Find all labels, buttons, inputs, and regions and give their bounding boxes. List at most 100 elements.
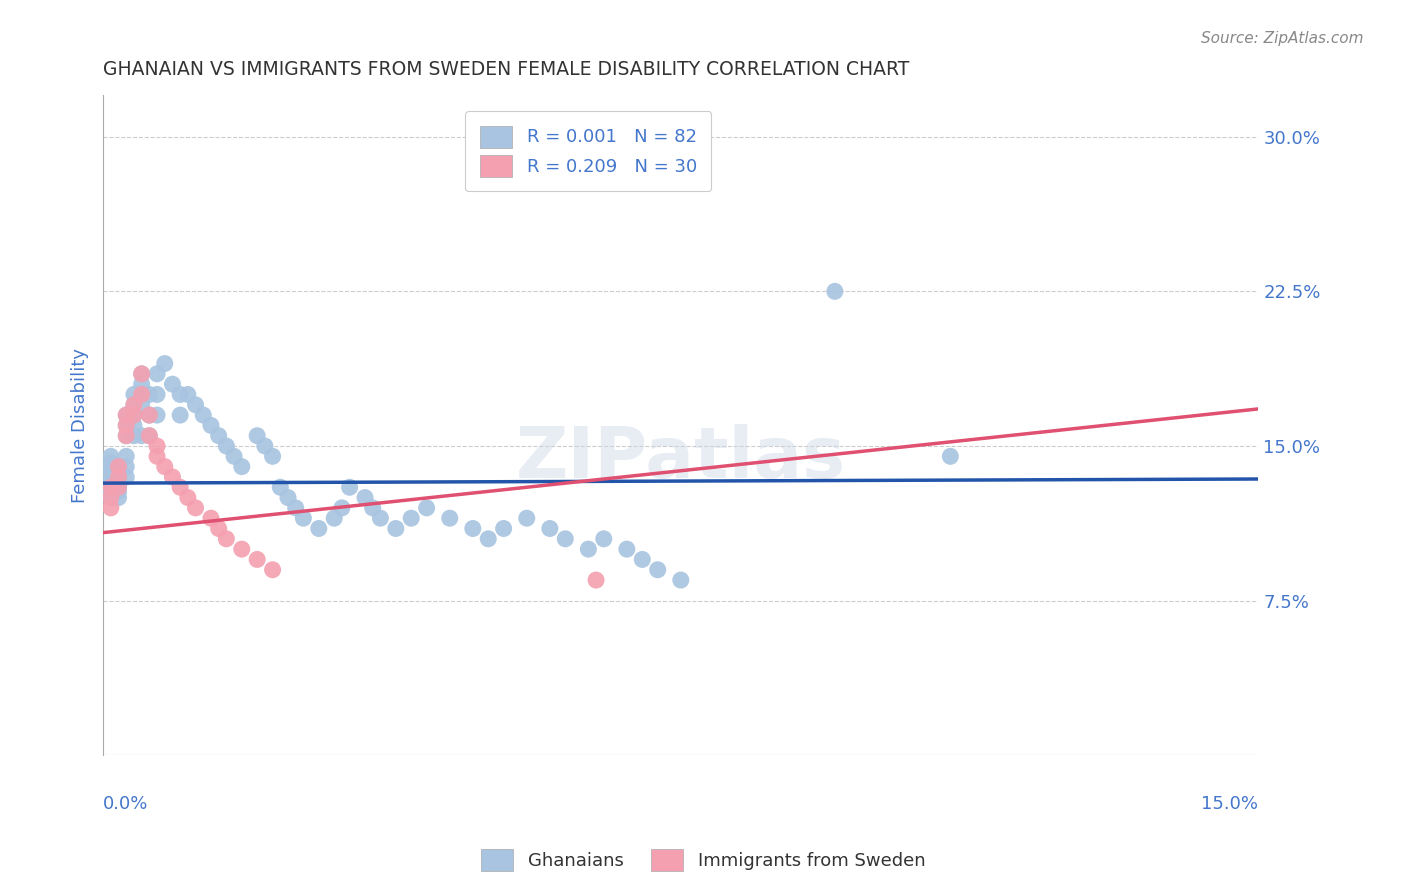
Point <box>146 408 169 422</box>
Point <box>208 428 231 442</box>
Point <box>115 408 138 422</box>
Point <box>215 439 238 453</box>
Point <box>669 573 692 587</box>
Point <box>162 470 184 484</box>
Text: GHANAIAN VS IMMIGRANTS FROM SWEDEN FEMALE DISABILITY CORRELATION CHART: GHANAIAN VS IMMIGRANTS FROM SWEDEN FEMAL… <box>103 60 910 78</box>
Point <box>184 500 207 515</box>
Point <box>330 500 353 515</box>
Point <box>231 459 253 474</box>
Point <box>592 129 614 144</box>
Point <box>585 573 607 587</box>
Point <box>122 408 145 422</box>
Point <box>253 439 276 453</box>
Point <box>100 484 122 499</box>
Point <box>131 387 153 401</box>
Point <box>169 480 191 494</box>
Point <box>100 470 122 484</box>
Point <box>516 511 538 525</box>
Point <box>115 470 138 484</box>
Point <box>131 377 153 392</box>
Point <box>107 484 129 499</box>
Point <box>122 387 145 401</box>
Point <box>399 511 422 525</box>
Point <box>107 459 129 474</box>
Point <box>100 459 122 474</box>
Point <box>277 491 299 505</box>
Point <box>576 542 599 557</box>
Point <box>177 387 200 401</box>
Point <box>146 367 169 381</box>
Point <box>208 521 231 535</box>
Point <box>538 521 561 535</box>
Point <box>146 450 169 464</box>
Point <box>122 418 145 433</box>
Point <box>246 428 269 442</box>
Point <box>100 491 122 505</box>
Point <box>107 480 129 494</box>
Point <box>107 464 129 478</box>
Point <box>146 387 169 401</box>
Point <box>131 367 153 381</box>
Point <box>184 398 207 412</box>
Legend: Ghanaians, Immigrants from Sweden: Ghanaians, Immigrants from Sweden <box>474 842 932 879</box>
Point <box>122 398 145 412</box>
Text: 0.0%: 0.0% <box>103 795 149 813</box>
Text: ZIPatlas: ZIPatlas <box>516 424 846 493</box>
Point <box>122 408 145 422</box>
Point <box>115 450 138 464</box>
Point <box>169 408 191 422</box>
Point <box>131 428 153 442</box>
Point <box>939 450 962 464</box>
Point <box>115 428 138 442</box>
Point <box>115 428 138 442</box>
Point <box>131 367 153 381</box>
Point <box>138 428 160 442</box>
Point <box>100 464 122 478</box>
Point <box>100 450 122 464</box>
Point <box>177 491 200 505</box>
Text: 15.0%: 15.0% <box>1202 795 1258 813</box>
Point <box>824 285 846 299</box>
Point <box>131 387 153 401</box>
Point <box>262 450 284 464</box>
Point <box>292 511 315 525</box>
Point <box>131 398 153 412</box>
Point <box>100 480 122 494</box>
Point <box>138 387 160 401</box>
Point <box>162 377 184 392</box>
Point <box>200 511 222 525</box>
Point <box>631 552 654 566</box>
Point <box>100 500 122 515</box>
Text: Source: ZipAtlas.com: Source: ZipAtlas.com <box>1201 31 1364 46</box>
Point <box>153 357 176 371</box>
Point <box>200 418 222 433</box>
Point <box>115 408 138 422</box>
Point <box>146 439 169 453</box>
Point <box>647 563 669 577</box>
Point <box>115 418 138 433</box>
Y-axis label: Female Disability: Female Disability <box>72 348 89 503</box>
Point <box>308 521 330 535</box>
Point <box>100 456 122 470</box>
Point <box>193 408 215 422</box>
Point <box>153 459 176 474</box>
Point <box>115 459 138 474</box>
Point <box>323 511 346 525</box>
Point <box>107 491 129 505</box>
Point <box>215 532 238 546</box>
Point <box>169 387 191 401</box>
Point <box>269 480 291 494</box>
Point <box>385 521 408 535</box>
Point <box>138 408 160 422</box>
Point <box>122 428 145 442</box>
Point <box>354 491 377 505</box>
Point <box>370 511 392 525</box>
Point <box>592 532 614 546</box>
Point <box>100 480 122 494</box>
Point <box>100 491 122 505</box>
Point <box>477 532 499 546</box>
Point <box>138 408 160 422</box>
Point <box>554 532 576 546</box>
Legend: R = 0.001   N = 82, R = 0.209   N = 30: R = 0.001 N = 82, R = 0.209 N = 30 <box>465 112 711 191</box>
Point <box>616 542 638 557</box>
